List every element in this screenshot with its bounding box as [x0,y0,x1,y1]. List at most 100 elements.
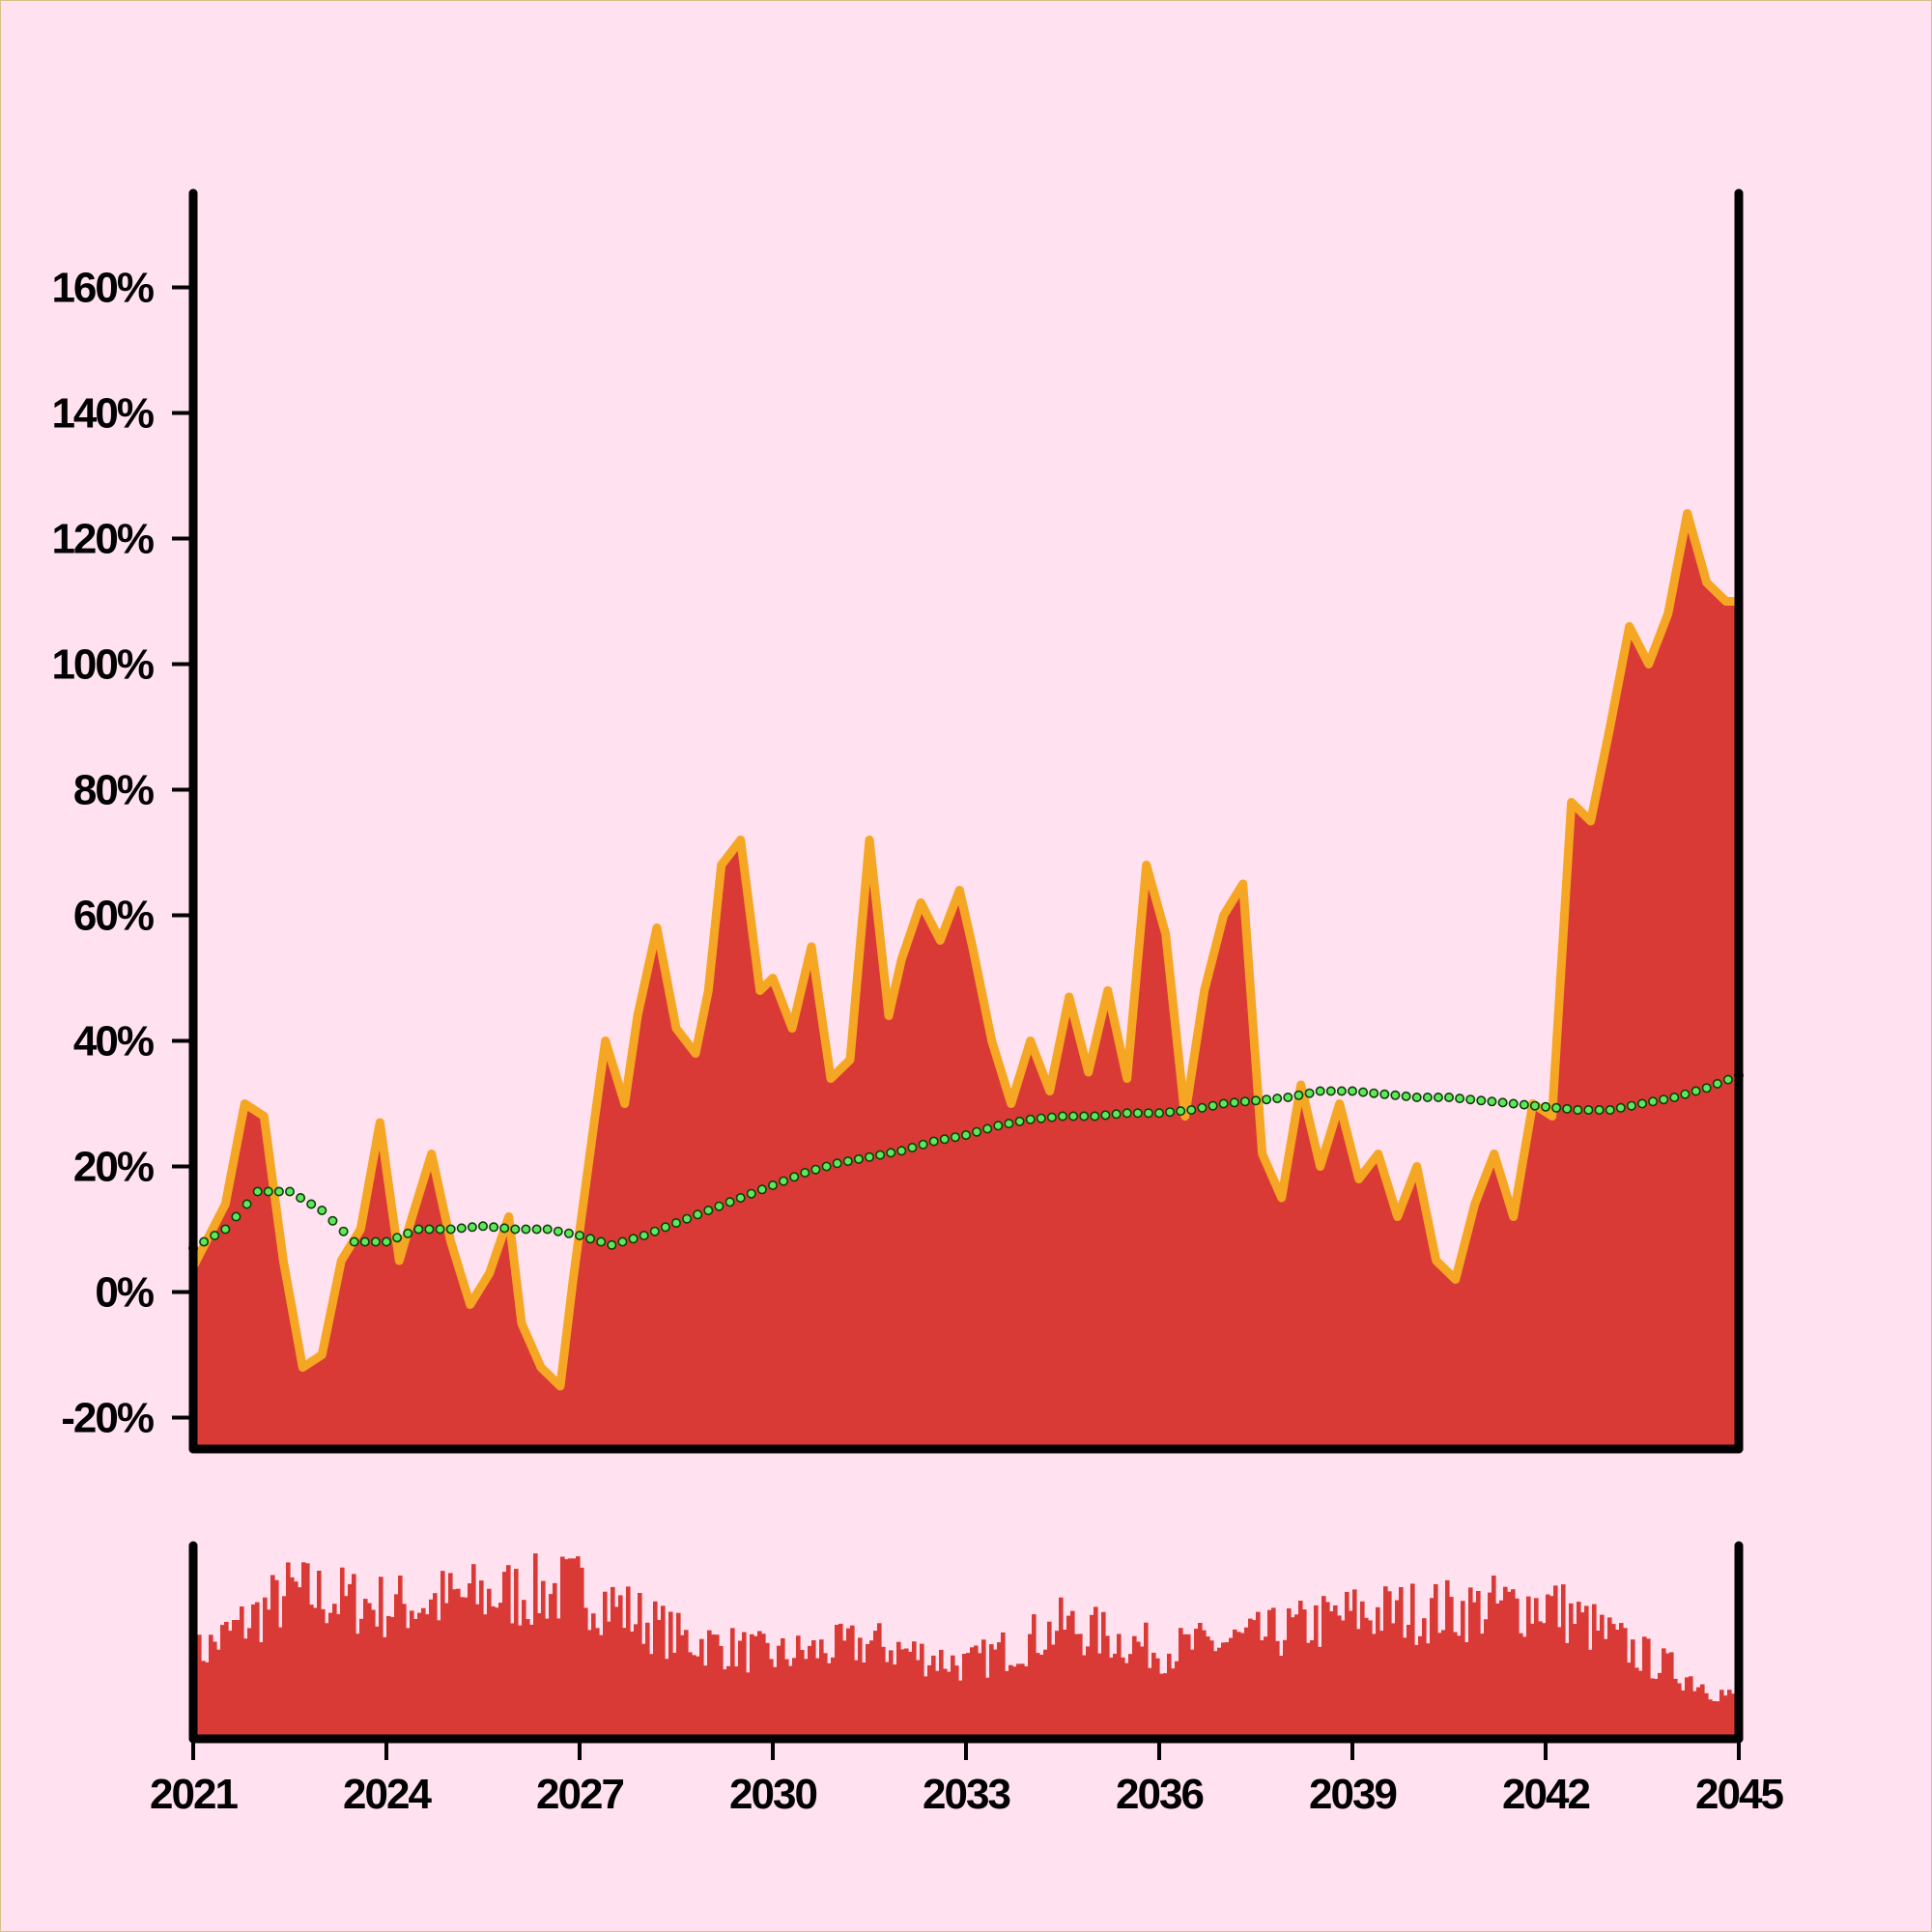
volume-bar [375,1626,380,1739]
trend-marker [1079,1111,1090,1122]
volume-bar [1538,1621,1543,1739]
volume-bar [1542,1623,1547,1739]
volume-bar [348,1583,353,1739]
volume-bar [1225,1642,1230,1739]
volume-bar [1159,1673,1164,1739]
volume-bar [568,1558,573,1739]
trend-marker [252,1186,263,1197]
trend-marker [392,1233,403,1243]
trend-marker [660,1222,670,1233]
trend-marker [607,1239,617,1250]
trend-marker [639,1231,649,1241]
volume-bar [1391,1623,1396,1739]
trend-marker [1176,1106,1186,1117]
volume-bar [819,1639,824,1739]
volume-bar [1530,1623,1535,1739]
area-fill [193,513,1739,1449]
volume-bar [1607,1617,1612,1739]
trend-marker [1712,1078,1722,1089]
volume-bar [1094,1606,1098,1739]
trend-marker [1315,1086,1325,1096]
volume-bar [1124,1662,1129,1739]
trend-marker [413,1224,424,1235]
volume-bar [1179,1628,1183,1739]
volume-bar [1480,1634,1485,1739]
volume-bar [1298,1601,1303,1739]
trend-marker [756,1184,767,1195]
volume-bar [696,1656,700,1739]
trend-marker [1487,1096,1497,1107]
volume-bar [773,1666,778,1739]
volume-bar [1105,1635,1110,1739]
trend-marker [896,1146,907,1156]
volume-bar [1306,1642,1311,1739]
trend-marker [1143,1108,1153,1119]
volume-bar [939,1649,944,1739]
trend-marker [521,1224,531,1235]
volume-bar [1082,1655,1087,1739]
volume-bar [1070,1610,1075,1739]
volume-bar [1213,1651,1218,1739]
volume-bar [332,1604,337,1739]
volume-bar [703,1665,708,1739]
volume-bar [1434,1583,1438,1739]
volume-bar [920,1643,924,1739]
trend-marker [585,1234,596,1244]
volume-bar [379,1577,384,1739]
volume-bar [1198,1623,1203,1739]
volume-bar [1430,1598,1435,1739]
trend-marker [306,1199,317,1209]
volume-bar [1476,1591,1481,1739]
trend-marker [467,1222,477,1233]
volume-bar [1136,1641,1141,1739]
volume-bar [352,1574,356,1739]
volume-bar [974,1645,979,1739]
volume-bar [649,1654,654,1739]
trend-marker [1239,1096,1250,1107]
volume-bar [1441,1630,1446,1739]
volume-bar [846,1628,851,1739]
volume-bar [750,1634,754,1739]
volume-bar [545,1618,550,1739]
volume-bar [1345,1591,1350,1739]
volume-bar [1387,1591,1392,1739]
trend-marker [960,1130,971,1141]
volume-bar [1573,1624,1577,1739]
volume-bar [209,1634,213,1739]
volume-bar [1692,1690,1697,1739]
volume-bar [1314,1605,1319,1739]
trend-marker [1132,1108,1143,1119]
volume-bar [1519,1633,1523,1739]
trend-marker [403,1228,413,1238]
volume-bar [328,1612,333,1739]
volume-bar [1066,1615,1071,1739]
x-tick-label: 2021 [150,1771,238,1818]
x-tick-label: 2030 [729,1771,816,1818]
volume-bar [989,1644,994,1739]
volume-bar [522,1600,526,1739]
volume-bar [402,1604,407,1739]
volume-bar [688,1652,693,1739]
volume-bar [614,1606,619,1739]
volume-bar [533,1553,538,1739]
x-tick-label: 2036 [1116,1771,1203,1818]
trend-marker [531,1224,542,1235]
volume-bar [603,1591,608,1739]
trend-marker [1304,1088,1315,1098]
volume-bar [1468,1587,1473,1739]
volume-bar [761,1634,766,1739]
volume-bar [1202,1630,1207,1739]
volume-bar [1182,1634,1187,1739]
volume-bar [371,1609,376,1739]
trend-marker [670,1218,681,1229]
volume-bar [1580,1612,1585,1739]
volume-bar [355,1634,360,1739]
volume-bar [1410,1583,1415,1739]
volume-bar [1155,1658,1160,1739]
volume-bar [1209,1640,1214,1739]
trend-marker [424,1224,435,1235]
volume-bar [981,1639,986,1739]
trend-marker [1325,1086,1336,1096]
volume-bar [866,1643,870,1739]
